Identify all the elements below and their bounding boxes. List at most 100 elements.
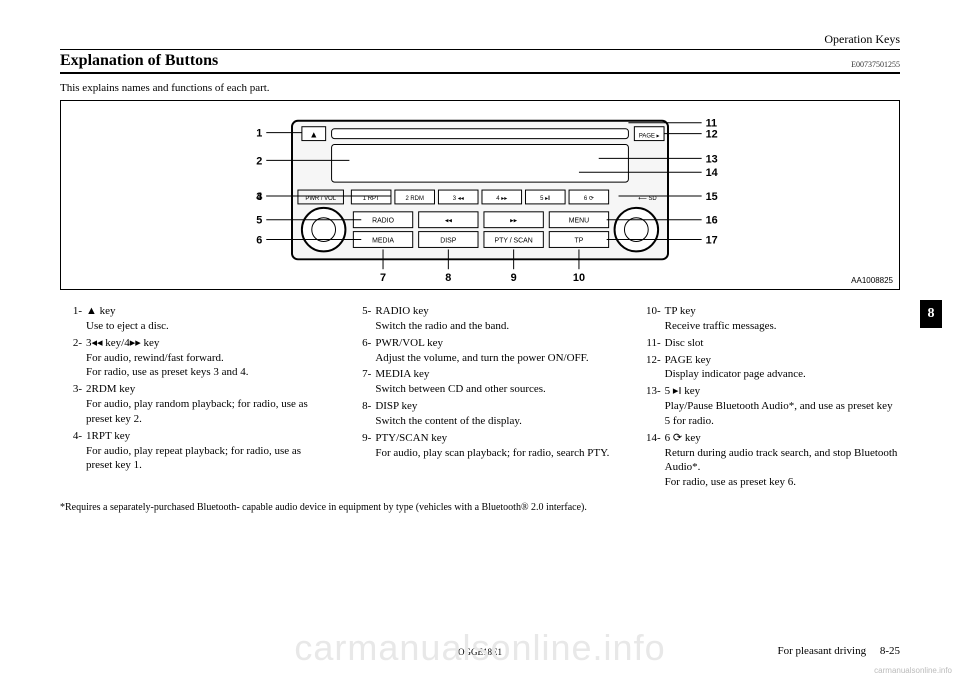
item-desc: For audio, play scan playback; for radio… <box>375 446 610 461</box>
list-item: 13-5 ▸‖ key Play/Pause Bluetooth Audio*, … <box>639 384 900 429</box>
item-body: TP key Receive traffic messages. <box>665 304 900 334</box>
item-body: ▲ key Use to eject a disc. <box>86 304 321 334</box>
svg-text:8: 8 <box>445 272 451 284</box>
svg-text:DISP: DISP <box>440 237 457 244</box>
item-number: 12- <box>639 353 665 383</box>
item-label: 3◂◂ key/4▸▸ key <box>86 337 159 349</box>
svg-text:10: 10 <box>573 272 585 284</box>
item-desc: For radio, use as preset keys 3 and 4. <box>86 365 321 380</box>
svg-text:4 ▸▸: 4 ▸▸ <box>496 196 507 202</box>
item-desc: Return during audio track search, and st… <box>665 446 900 476</box>
item-number: 1- <box>60 304 86 334</box>
item-body: PAGE keyDisplay indicator page advance. <box>665 353 900 383</box>
page-footer: OGGE18E1 For pleasant driving 8-25 <box>60 645 900 657</box>
footer-right: For pleasant driving 8-25 <box>620 645 900 657</box>
item-number: 10- <box>639 304 665 334</box>
side-tab-chapter: 8 <box>920 300 942 328</box>
list-item: 8-DISP key Switch the content of the disp… <box>349 399 610 429</box>
svg-text:9: 9 <box>511 272 517 284</box>
item-label: PTY/SCAN key <box>375 432 447 444</box>
item-number: 14- <box>639 431 665 490</box>
svg-text:14: 14 <box>706 167 718 179</box>
footer-code: OGGE18E1 <box>340 647 620 657</box>
item-desc: For audio, play repeat playback; for rad… <box>86 444 321 474</box>
diagram-caption: AA1008825 <box>851 276 893 285</box>
item-label: DISP key <box>375 400 417 412</box>
item-label: MEDIA key <box>375 368 429 380</box>
item-number: 5- <box>349 304 375 334</box>
item-desc: Switch between CD and other sources. <box>375 382 610 397</box>
item-desc: Use to eject a disc. <box>86 319 321 334</box>
column-3: 10-TP key Receive traffic messages. 11-Dis… <box>639 304 900 492</box>
svg-text:6: 6 <box>256 234 262 246</box>
svg-text:12: 12 <box>706 129 718 141</box>
item-number: 3- <box>60 382 86 427</box>
rule-thick <box>60 72 900 74</box>
item-number: 6- <box>349 336 375 366</box>
item-label: ▲ key <box>86 305 116 317</box>
item-body: Disc slot <box>665 336 900 351</box>
svg-text:17: 17 <box>706 234 718 246</box>
item-desc: Display indicator page advance. <box>665 367 900 382</box>
footer-right-text: For pleasant driving <box>777 645 866 657</box>
item-body: 1RPT key For audio, play repeat playback;… <box>86 429 321 474</box>
item-number: 2- <box>60 336 86 381</box>
item-label: Disc slot <box>665 337 704 349</box>
svg-text:3 ◂◂: 3 ◂◂ <box>453 196 464 202</box>
item-desc: Switch the content of the display. <box>375 414 610 429</box>
item-label: 1RPT key <box>86 430 130 442</box>
list-item: 1-▲ key Use to eject a disc. <box>60 304 321 334</box>
item-label: PAGE key <box>665 354 711 366</box>
item-label: RADIO key <box>375 305 428 317</box>
svg-text:PTY / SCAN: PTY / SCAN <box>495 237 533 244</box>
list-item: 11-Disc slot <box>639 336 900 351</box>
svg-text:13: 13 <box>706 153 718 165</box>
item-number: 13- <box>639 384 665 429</box>
item-body: 6 ⟳ key Return during audio track search,… <box>665 431 900 490</box>
section-code: E00737501255 <box>851 60 900 69</box>
svg-text:◂◂: ◂◂ <box>445 218 452 225</box>
svg-text:5 ▸‖: 5 ▸‖ <box>540 196 550 202</box>
item-label: 2RDM key <box>86 383 135 395</box>
svg-text:7: 7 <box>380 272 386 284</box>
svg-text:16: 16 <box>706 215 718 227</box>
item-body: 5 ▸‖ key Play/Pause Bluetooth Audio*, and… <box>665 384 900 429</box>
list-item: 14-6 ⟳ key Return during audio track sear… <box>639 431 900 490</box>
sd-label: ⟵ SD <box>638 196 656 202</box>
item-desc: Receive traffic messages. <box>665 319 900 334</box>
radio-diagram-svg: ▲ PAGE ▸ 1 RPT2 RDM3 ◂◂4 ▸▸5 ▸‖6 ⟳ PWR /… <box>61 101 899 289</box>
svg-text:MENU: MENU <box>569 218 589 225</box>
item-body: 3◂◂ key/4▸▸ key For audio, rewind/fast fo… <box>86 336 321 381</box>
svg-text:6 ⟳: 6 ⟳ <box>584 196 594 202</box>
item-desc: Adjust the volume, and turn the power ON… <box>375 351 610 366</box>
svg-text:5: 5 <box>256 215 262 227</box>
item-body: PWR/VOL key Adjust the volume, and turn t… <box>375 336 610 366</box>
item-desc: For audio, rewind/fast forward. <box>86 351 321 366</box>
list-item: 7-MEDIA key Switch between CD and other s… <box>349 367 610 397</box>
item-desc: Play/Pause Bluetooth Audio*, and use as … <box>665 399 900 429</box>
item-label: PWR/VOL key <box>375 337 443 349</box>
svg-text:1: 1 <box>256 128 262 140</box>
list-item: 6-PWR/VOL key Adjust the volume, and turn… <box>349 336 610 366</box>
item-label: 5 ▸‖ key <box>665 385 701 397</box>
svg-text:4: 4 <box>256 191 262 203</box>
footnote: *Requires a separately-purchased Bluetoo… <box>60 502 900 513</box>
item-desc: For audio, play random playback; for rad… <box>86 397 321 427</box>
item-label: 6 ⟳ key <box>665 432 701 444</box>
svg-text:1 RPT: 1 RPT <box>363 196 380 202</box>
item-label: TP key <box>665 305 696 317</box>
item-body: 2RDM key For audio, play random playback;… <box>86 382 321 427</box>
column-2: 5-RADIO keySwitch the radio and the band… <box>349 304 610 492</box>
item-number: 7- <box>349 367 375 397</box>
list-item: 2-3◂◂ key/4▸▸ key For audio, rewind/fast … <box>60 336 321 381</box>
intro-text: This explains names and functions of eac… <box>60 82 900 94</box>
svg-text:RADIO: RADIO <box>372 218 395 225</box>
item-number: 8- <box>349 399 375 429</box>
section-title: Explanation of Buttons <box>60 52 218 70</box>
watermark-small: carmanualsonline.info <box>874 666 952 675</box>
footer-page-number: 8-25 <box>880 645 900 657</box>
rule-thin-top <box>60 49 900 50</box>
list-item: 4-1RPT keyFor audio, play repeat playbac… <box>60 429 321 474</box>
list-item: 3-2RDM key For audio, play random playbac… <box>60 382 321 427</box>
item-body: PTY/SCAN key For audio, play scan playbac… <box>375 431 610 461</box>
